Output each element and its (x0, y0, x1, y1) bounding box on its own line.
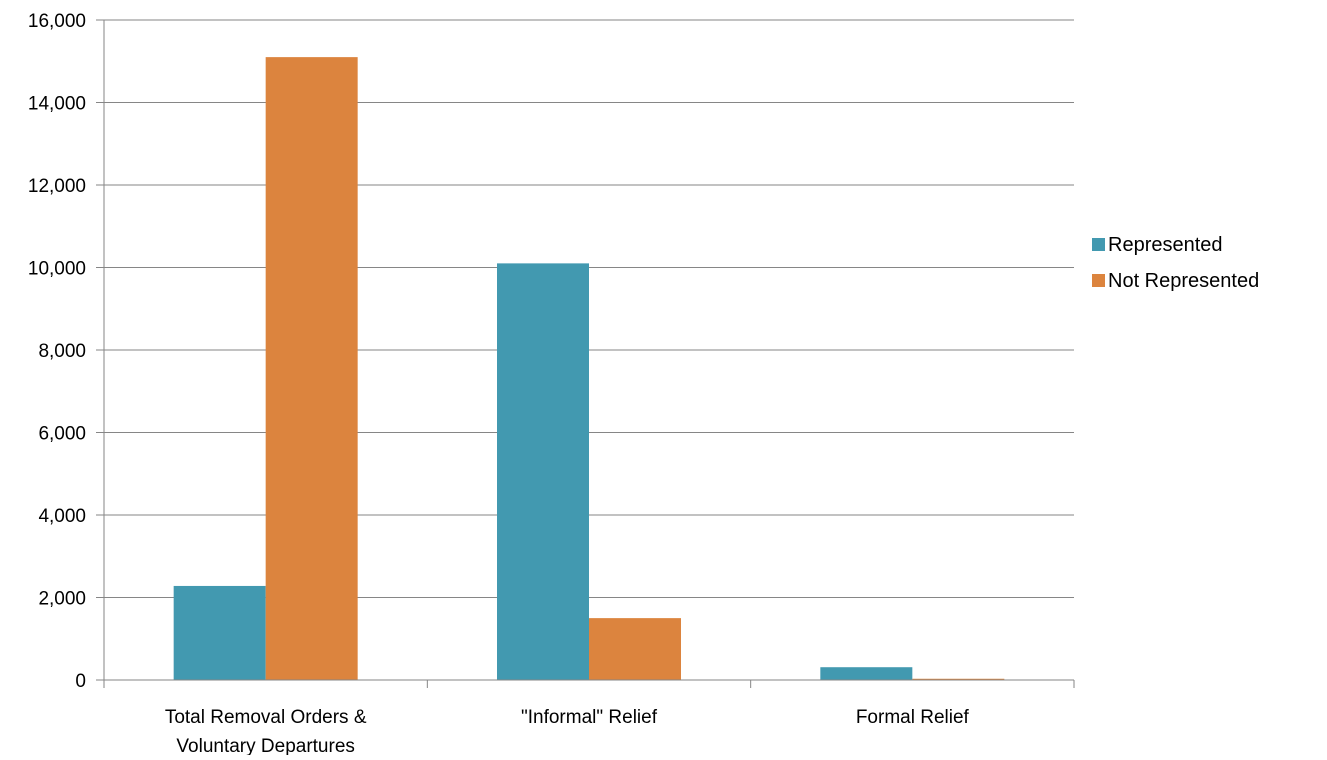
legend-label-represented: Represented (1108, 234, 1223, 256)
x-category-label-line: Formal Relief (856, 707, 970, 728)
bars (173, 57, 1005, 680)
legend-swatch-not-represented (1092, 274, 1105, 287)
x-category-labels: Total Removal Orders & Voluntary Departur… (165, 707, 970, 757)
y-tick-label: 16,000 (28, 11, 86, 32)
y-tick-label: 6,000 (38, 424, 86, 445)
bar-not-represented (589, 618, 681, 680)
y-tick-label: 12,000 (28, 176, 86, 197)
y-tick-label: 4,000 (38, 506, 86, 527)
bar-represented (497, 263, 589, 680)
x-category-label: Formal Relief (856, 707, 970, 728)
y-tick-label: 2,000 (38, 589, 86, 610)
bar-represented (820, 667, 913, 680)
y-tick-labels: 0 2,000 4,000 6,000 8,000 10,000 12,000 14,000 1… (28, 11, 86, 692)
axes (96, 19, 1075, 688)
bar-represented (173, 585, 266, 680)
y-tick-label: 8,000 (38, 341, 86, 362)
bar-not-represented (912, 678, 1005, 680)
x-category-label: "Informal" Relief (521, 707, 658, 728)
y-tick-label: 0 (75, 671, 86, 692)
bar-not-represented (265, 57, 358, 680)
legend: Represented Not Represented (1092, 234, 1259, 292)
legend-swatch-represented (1092, 238, 1105, 251)
y-tick-label: 10,000 (28, 259, 86, 280)
legend-label-not-represented: Not Represented (1108, 270, 1259, 292)
x-category-label-line: Voluntary Departures (176, 736, 355, 755)
x-category-label-line: Total Removal Orders & (165, 707, 367, 728)
x-category-label: Total Removal Orders & Voluntary Departur… (165, 707, 367, 755)
x-category-label-line: "Informal" Relief (521, 707, 658, 728)
y-tick-label: 14,000 (28, 94, 86, 115)
